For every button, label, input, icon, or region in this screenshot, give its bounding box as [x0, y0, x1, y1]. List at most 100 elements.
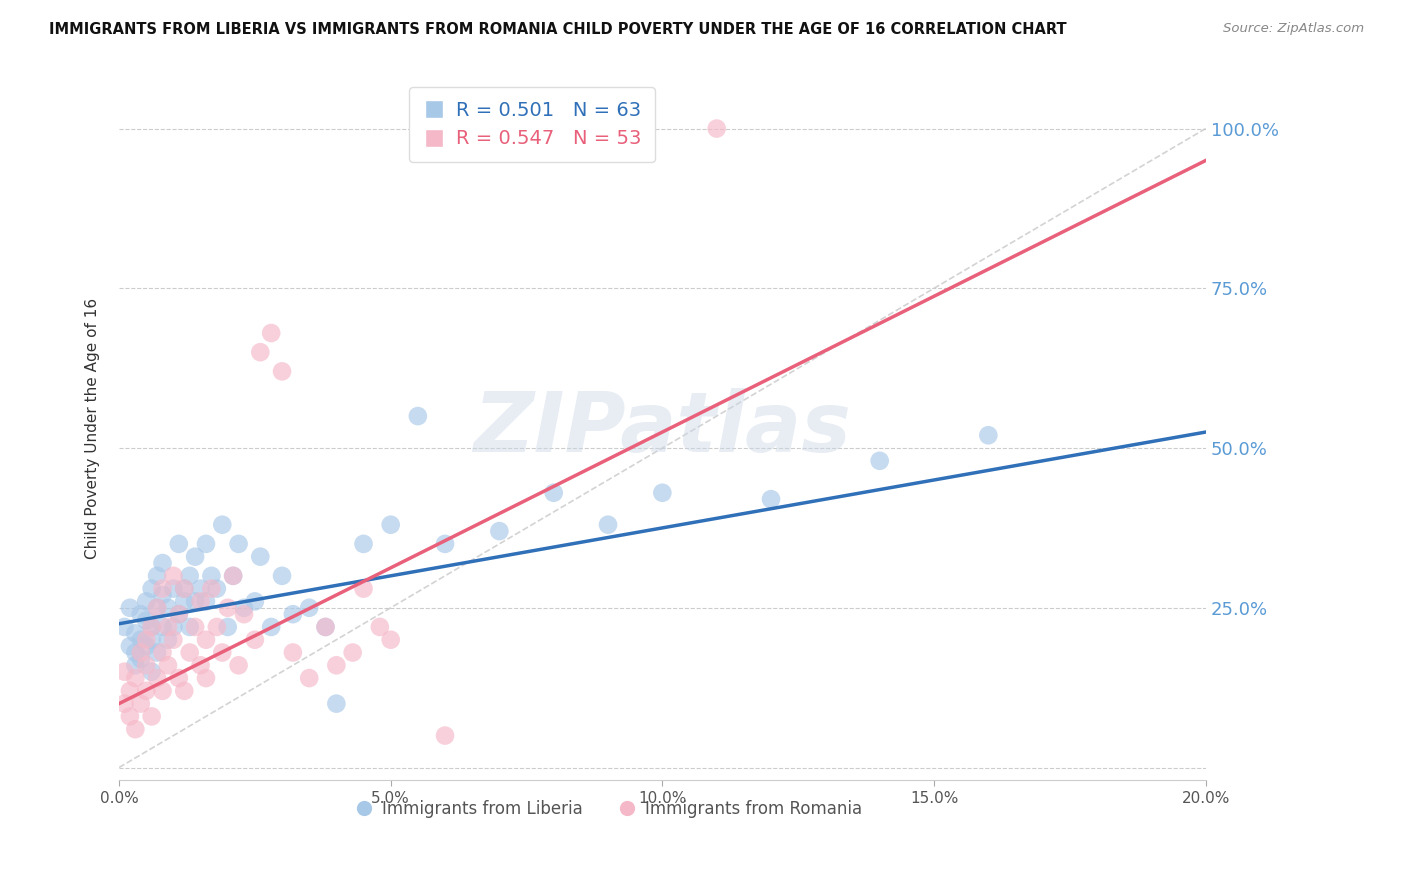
Point: [156, 600, 179, 615]
Point: [342, 646, 364, 660]
Point: [167, 607, 190, 622]
Point: [135, 683, 157, 698]
Point: [368, 620, 391, 634]
Text: IMMIGRANTS FROM LIBERIA VS IMMIGRANTS FROM ROMANIA CHILD POVERTY UNDER THE AGE O: IMMIGRANTS FROM LIBERIA VS IMMIGRANTS FR…: [49, 22, 1067, 37]
Point: [222, 569, 245, 583]
Point: [315, 620, 337, 634]
Point: [353, 537, 375, 551]
Point: [179, 646, 201, 660]
Point: [194, 594, 217, 608]
Point: [135, 658, 157, 673]
Point: [281, 646, 304, 660]
Point: [315, 620, 337, 634]
Point: [129, 697, 152, 711]
Point: [114, 620, 136, 634]
Point: [977, 428, 1000, 442]
Point: [325, 697, 347, 711]
Point: [129, 607, 152, 622]
Point: [190, 594, 212, 608]
Point: [135, 639, 157, 653]
Point: [281, 607, 304, 622]
Point: [211, 646, 233, 660]
Point: [141, 709, 163, 723]
Point: [162, 569, 184, 583]
Point: [184, 594, 207, 608]
Point: [298, 671, 321, 685]
Point: [194, 537, 217, 551]
Point: [156, 632, 179, 647]
Point: [124, 658, 146, 673]
Point: [135, 594, 157, 608]
Point: [129, 652, 152, 666]
Point: [124, 626, 146, 640]
Point: [146, 569, 169, 583]
Point: [243, 632, 266, 647]
Point: [194, 671, 217, 685]
Point: [118, 639, 141, 653]
Point: [488, 524, 510, 538]
Point: [141, 632, 163, 647]
Point: [141, 582, 163, 596]
Point: [124, 671, 146, 685]
Point: [271, 569, 294, 583]
Point: [156, 658, 179, 673]
Point: [190, 582, 212, 596]
Point: [173, 582, 195, 596]
Point: [233, 607, 256, 622]
Point: [298, 600, 321, 615]
Point: [217, 620, 239, 634]
Point: [434, 537, 457, 551]
Point: [146, 600, 169, 615]
Point: [222, 569, 245, 583]
Point: [406, 409, 429, 423]
Point: [228, 537, 250, 551]
Point: [200, 569, 222, 583]
Point: [249, 549, 271, 564]
Point: [596, 517, 619, 532]
Point: [162, 632, 184, 647]
Point: [167, 607, 190, 622]
Point: [205, 620, 228, 634]
Point: [146, 671, 169, 685]
Text: ZIPatlas: ZIPatlas: [474, 388, 851, 469]
Point: [146, 646, 169, 660]
Point: [184, 549, 207, 564]
Point: [152, 556, 174, 570]
Point: [249, 345, 271, 359]
Point: [173, 683, 195, 698]
Point: [162, 582, 184, 596]
Point: [152, 588, 174, 602]
Point: [118, 600, 141, 615]
Point: [152, 620, 174, 634]
Point: [543, 485, 565, 500]
Point: [124, 722, 146, 736]
Point: [152, 582, 174, 596]
Point: [141, 620, 163, 634]
Point: [179, 620, 201, 634]
Point: [141, 620, 163, 634]
Point: [162, 620, 184, 634]
Point: [167, 671, 190, 685]
Point: [211, 517, 233, 532]
Point: [173, 594, 195, 608]
Point: [233, 600, 256, 615]
Y-axis label: Child Poverty Under the Age of 16: Child Poverty Under the Age of 16: [86, 298, 100, 559]
Point: [260, 326, 283, 340]
Point: [135, 632, 157, 647]
Point: [141, 665, 163, 679]
Point: [184, 620, 207, 634]
Point: [118, 709, 141, 723]
Point: [114, 665, 136, 679]
Point: [380, 632, 402, 647]
Point: [179, 569, 201, 583]
Point: [434, 729, 457, 743]
Point: [156, 620, 179, 634]
Point: [129, 646, 152, 660]
Point: [190, 658, 212, 673]
Point: [114, 697, 136, 711]
Point: [217, 600, 239, 615]
Point: [200, 582, 222, 596]
Point: [243, 594, 266, 608]
Point: [869, 454, 891, 468]
Point: [194, 632, 217, 647]
